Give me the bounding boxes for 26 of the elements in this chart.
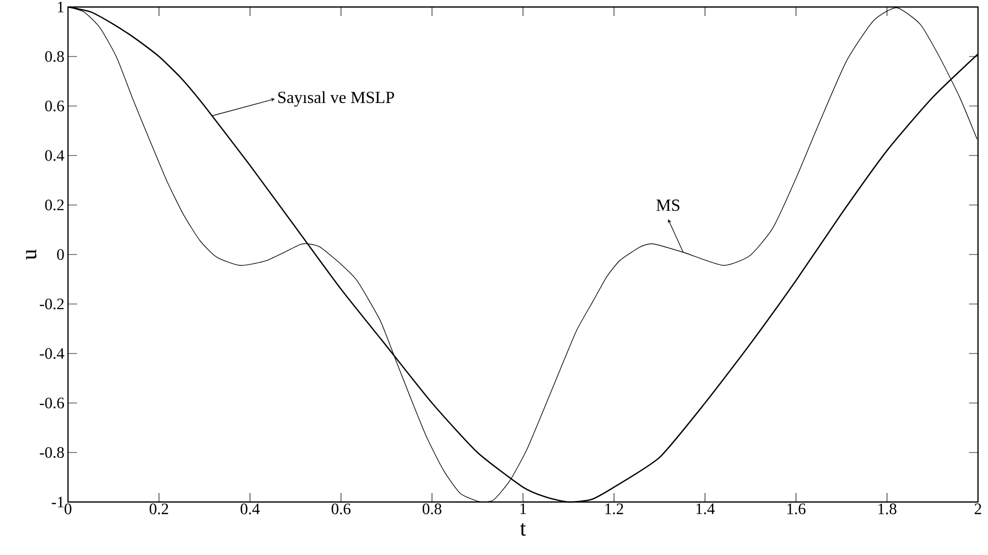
y-tick-label: 0.6 [45, 100, 64, 112]
x-tick-label: 0.8 [422, 504, 442, 514]
x-tick-label: 0.6 [332, 504, 350, 514]
y-axis-title: u [26, 249, 36, 260]
x-tick-label: 1.8 [878, 504, 896, 514]
y-tick-label: 1 [58, 2, 64, 12]
y-tick-label: -0.2 [40, 298, 64, 310]
annotation: MS [656, 200, 680, 211]
x-tick-label: 0 [64, 504, 72, 514]
y-tick-label: -0.4 [40, 348, 64, 359]
x-tick-label: 0.4 [240, 504, 260, 514]
y-tick-label: 0.4 [45, 150, 64, 161]
x-tick-label: 2 [974, 504, 982, 514]
x-tick-label: 1 [520, 504, 526, 514]
y-tick-label: -0.6 [40, 398, 64, 408]
x-tick-label: 1.2 [605, 504, 624, 514]
x-tick-label: 1.4 [696, 504, 715, 514]
x-tick-label: 1.6 [787, 504, 806, 514]
y-tick-label: 0.8 [45, 51, 64, 62]
annotation: Sayısal ve MSLP [278, 91, 394, 107]
y-tick-label: 0.2 [45, 200, 64, 210]
x-tick-label: 0.2 [150, 504, 168, 514]
x-axis-title: t [520, 523, 526, 536]
y-tick-label: -1 [52, 496, 64, 508]
y-tick-label: -0.8 [40, 447, 64, 458]
y-tick-label: 0 [57, 249, 64, 260]
